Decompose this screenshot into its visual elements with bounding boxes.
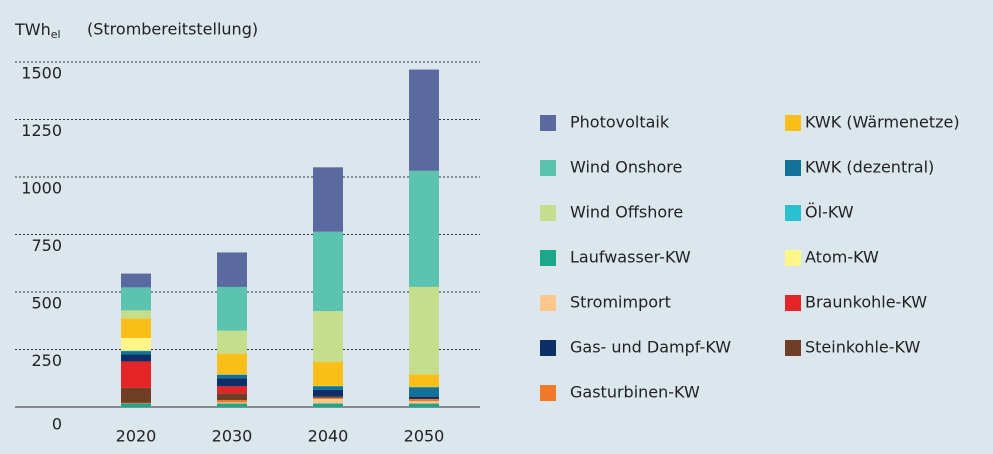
bar-segment: [409, 396, 439, 399]
bar-segment: [313, 167, 343, 232]
legend-swatch: [785, 295, 801, 311]
bar-segment: [217, 386, 247, 394]
bar-segment: [409, 374, 439, 387]
bar-segment: [313, 403, 343, 407]
legend-swatch: [785, 205, 801, 221]
x-tick-label: 2030: [212, 427, 253, 446]
legend-label: Atom-KW: [805, 248, 879, 267]
bar-segment: [121, 310, 151, 319]
unit-main: TWh: [14, 20, 51, 39]
bar-segment: [121, 351, 151, 355]
legend-swatch: [785, 250, 801, 266]
bar-segment: [313, 386, 343, 390]
bar-segment: [313, 397, 343, 399]
bar-segment: [409, 398, 439, 402]
bar-segment: [313, 396, 343, 398]
y-tick-label: 1500: [21, 64, 62, 83]
legend-label: Gas- und Dampf-KW: [570, 338, 731, 357]
legend-label: Wind Onshore: [570, 158, 682, 177]
unit-sub: el: [51, 28, 61, 41]
bar-segment: [217, 400, 247, 403]
bar-segment: [121, 287, 151, 311]
bar-segment: [121, 338, 151, 351]
bar-segment: [121, 402, 151, 404]
legend-label: KWK (dezentral): [805, 158, 934, 177]
subtitle: (Strombereitstellung): [87, 20, 258, 39]
x-tick-label: 2040: [308, 427, 349, 446]
x-tick-label: 2020: [116, 427, 157, 446]
legend-swatch: [540, 340, 556, 356]
y-tick-label: 0: [52, 415, 62, 434]
x-tick-label: 2050: [404, 427, 445, 446]
bar-segment: [121, 354, 151, 362]
legend-swatch: [540, 385, 556, 401]
bar-segment: [313, 389, 343, 397]
legend-swatch: [540, 295, 556, 311]
bar-segment: [121, 318, 151, 338]
legend-label: Laufwasser-KW: [570, 248, 691, 267]
y-tick-label: 1250: [21, 121, 62, 140]
bar-segment: [313, 231, 343, 312]
legend-label: Steinkohle-KW: [805, 338, 920, 357]
bar-segment: [217, 403, 247, 407]
bar-segment: [217, 402, 247, 404]
y-tick-label: 500: [31, 294, 62, 313]
y-tick-label: 250: [31, 351, 62, 370]
legend-label: KWK (Wärmenetze): [805, 113, 960, 132]
legend-swatch: [540, 205, 556, 221]
bar-segment: [121, 273, 151, 288]
bar-segment: [409, 286, 439, 375]
legend-label: Braunkohle-KW: [805, 293, 927, 312]
bar-segment: [217, 374, 247, 379]
legend-swatch: [785, 340, 801, 356]
bar-segment: [217, 252, 247, 287]
bar-segment: [409, 69, 439, 171]
bar-segment: [409, 403, 439, 407]
legend-label: Wind Offshore: [570, 203, 683, 222]
legend-label: Stromimport: [570, 293, 671, 312]
legend-swatch: [540, 250, 556, 266]
bar-segment: [217, 330, 247, 354]
bar-segment: [313, 361, 343, 386]
bar-segment: [121, 403, 151, 407]
bar-segment: [217, 378, 247, 387]
legend-swatch: [785, 160, 801, 176]
legend-swatch: [785, 115, 801, 131]
legend-label: Öl-KW: [805, 203, 854, 222]
legend-label: Gasturbinen-KW: [570, 383, 700, 402]
y-tick-label: 750: [31, 236, 62, 255]
legend-label: Photovoltaik: [570, 113, 670, 132]
bar-segment: [121, 361, 151, 388]
unit: TWhel: [14, 20, 61, 42]
legend-swatch: [540, 160, 556, 176]
bar-segment: [313, 311, 343, 362]
y-tick-label: 1000: [21, 179, 62, 198]
bar-segment: [409, 170, 439, 287]
legend-swatch: [540, 115, 556, 131]
bar-segment: [313, 398, 343, 404]
bar-segment: [409, 401, 439, 404]
bar-segment: [217, 286, 247, 331]
bar-segment: [121, 387, 151, 403]
bar-segment: [217, 393, 247, 401]
bar-segment: [217, 353, 247, 375]
bar-segment: [409, 387, 439, 397]
